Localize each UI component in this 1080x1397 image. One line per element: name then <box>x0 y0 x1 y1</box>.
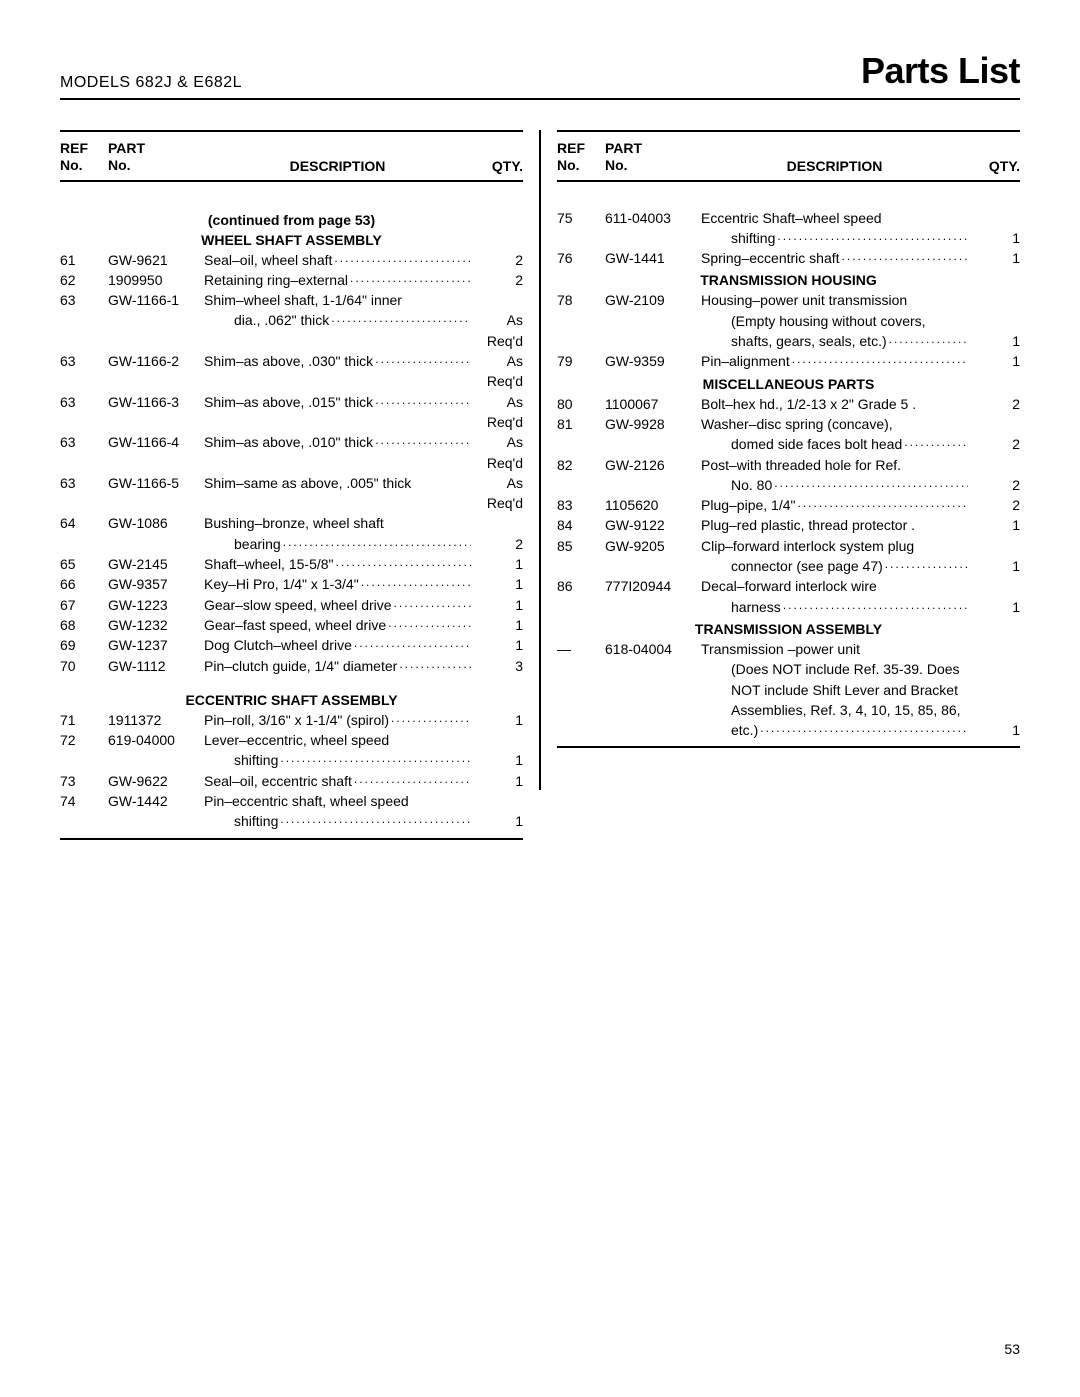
hdr-part: PARTNo. <box>605 140 701 174</box>
continued-note: (continued from page 53) <box>60 212 523 228</box>
parts-row: 67GW-1223Gear–slow speed, wheel drive1 <box>60 595 523 615</box>
parts-row: 78GW-2109Housing–power unit transmission <box>557 290 1020 310</box>
right-column: REFNo. PARTNo. DESCRIPTION QTY. 75611-04… <box>545 130 1020 840</box>
left-bottom-rule <box>60 838 523 840</box>
parts-row-cont: connector (see page 47)1 <box>557 556 1020 576</box>
parts-row: 801100067Bolt–hex hd., 1/2-13 x 2" Grade… <box>557 394 1020 414</box>
hdr-desc: DESCRIPTION <box>701 158 968 174</box>
parts-row: 82GW-2126Post–with threaded hole for Ref… <box>557 455 1020 475</box>
parts-row: 63GW-1166-5Shim–same as above, .005" thi… <box>60 473 523 493</box>
hdr-qty: QTY. <box>471 158 523 174</box>
page-title: Parts List <box>861 50 1020 92</box>
section-misc-parts: MISCELLANEOUS PARTS <box>557 376 1020 392</box>
parts-row: 61GW-9621Seal–oil, wheel shaft2 <box>60 250 523 270</box>
parts-row-cont: shifting1 <box>60 750 523 770</box>
hdr-qty: QTY. <box>968 158 1020 174</box>
parts-row-reqd: Req'd <box>60 412 523 432</box>
right-top-rule <box>557 130 1020 132</box>
column-divider <box>539 130 541 790</box>
parts-row-cont: (Does NOT include Ref. 35-39. Does <box>557 659 1020 679</box>
parts-row: 70GW-1112Pin–clutch guide, 1/4" diameter… <box>60 656 523 676</box>
parts-row-cont: etc.)1 <box>557 720 1020 740</box>
parts-row: 68GW-1232Gear–fast speed, wheel drive1 <box>60 615 523 635</box>
parts-row-cont: (Empty housing without covers, <box>557 311 1020 331</box>
parts-row: 65GW-2145Shaft–wheel, 15-5/8"1 <box>60 554 523 574</box>
parts-row: 66GW-9357Key–Hi Pro, 1/4" x 1-3/4"1 <box>60 574 523 594</box>
parts-row: 81GW-9928Washer–disc spring (concave), <box>557 414 1020 434</box>
section-eccentric-shaft: ECCENTRIC SHAFT ASSEMBLY <box>60 692 523 708</box>
parts-row-cont: dia., .062" thickAs <box>60 310 523 330</box>
hdr-ref: REFNo. <box>60 140 108 174</box>
parts-row-reqd: Req'd <box>60 453 523 473</box>
parts-row: 76GW-1441Spring–eccentric shaft1 <box>557 248 1020 268</box>
section-transmission-housing: TRANSMISSION HOUSING <box>557 272 1020 288</box>
parts-row-reqd: Req'd <box>60 331 523 351</box>
parts-row: 831105620Plug–pipe, 1/4"2 <box>557 495 1020 515</box>
parts-row-cont: No. 802 <box>557 475 1020 495</box>
parts-row: —618-04004Transmission –power unit <box>557 639 1020 659</box>
parts-row-cont: NOT include Shift Lever and Bracket <box>557 680 1020 700</box>
models-label: MODELS 682J & E682L <box>60 74 242 92</box>
parts-row: 63GW-1166-1Shim–wheel shaft, 1-1/64" inn… <box>60 290 523 310</box>
section-transmission-assembly: TRANSMISSION ASSEMBLY <box>557 621 1020 637</box>
parts-row: 711911372Pin–roll, 3/16" x 1-1/4" (spiro… <box>60 710 523 730</box>
parts-row: 79GW-9359Pin–alignment1 <box>557 351 1020 371</box>
parts-row-cont: shifting1 <box>557 228 1020 248</box>
hdr-desc: DESCRIPTION <box>204 158 471 174</box>
page-number: 53 <box>1004 1341 1020 1357</box>
left-col-header: REFNo. PARTNo. DESCRIPTION QTY. <box>60 140 523 182</box>
parts-row: 75611-04003Eccentric Shaft–wheel speed <box>557 208 1020 228</box>
parts-row-reqd: Req'd <box>60 371 523 391</box>
parts-row-cont: harness1 <box>557 597 1020 617</box>
parts-row: 621909950Retaining ring–external2 <box>60 270 523 290</box>
parts-row: 72619-04000Lever–eccentric, wheel speed <box>60 730 523 750</box>
hdr-ref: REFNo. <box>557 140 605 174</box>
columns: REFNo. PARTNo. DESCRIPTION QTY. (continu… <box>60 130 1020 840</box>
parts-row-cont: domed side faces bolt head2 <box>557 434 1020 454</box>
parts-row: 63GW-1166-2Shim–as above, .030" thickAs <box>60 351 523 371</box>
section-wheel-shaft: WHEEL SHAFT ASSEMBLY <box>60 232 523 248</box>
parts-row: 74GW-1442Pin–eccentric shaft, wheel spee… <box>60 791 523 811</box>
left-column: REFNo. PARTNo. DESCRIPTION QTY. (continu… <box>60 130 535 840</box>
hdr-part: PARTNo. <box>108 140 204 174</box>
parts-row-cont: shifting1 <box>60 811 523 831</box>
left-top-rule <box>60 130 523 132</box>
parts-row: 84GW-9122Plug–red plastic, thread protec… <box>557 515 1020 535</box>
parts-row-cont: shafts, gears, seals, etc.)1 <box>557 331 1020 351</box>
parts-row-cont: Assemblies, Ref. 3, 4, 10, 15, 85, 86, <box>557 700 1020 720</box>
parts-row: 63GW-1166-3Shim–as above, .015" thickAs <box>60 392 523 412</box>
parts-row: 63GW-1166-4Shim–as above, .010" thickAs <box>60 432 523 452</box>
parts-row: 86777I20944Decal–forward interlock wire <box>557 576 1020 596</box>
parts-row-reqd: Req'd <box>60 493 523 513</box>
parts-row: 85GW-9205Clip–forward interlock system p… <box>557 536 1020 556</box>
parts-row: 73GW-9622Seal–oil, eccentric shaft1 <box>60 771 523 791</box>
page-header: MODELS 682J & E682L Parts List <box>60 50 1020 100</box>
parts-row: 64GW-1086Bushing–bronze, wheel shaft <box>60 513 523 533</box>
parts-row-cont: bearing2 <box>60 534 523 554</box>
right-bottom-rule <box>557 746 1020 748</box>
parts-row: 69GW-1237Dog Clutch–wheel drive1 <box>60 635 523 655</box>
right-col-header: REFNo. PARTNo. DESCRIPTION QTY. <box>557 140 1020 182</box>
